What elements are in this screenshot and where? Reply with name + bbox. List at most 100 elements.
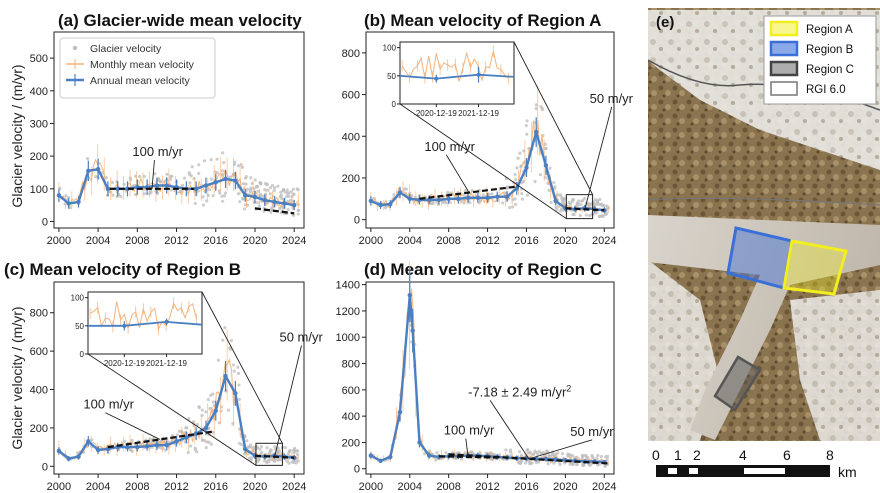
scatter-point [265,446,269,450]
map-legend: Region A Region B Region C RGI 6.0 [763,15,877,105]
scatter-point [513,197,517,201]
scatter-point [244,182,248,186]
inset-y-label: 0 [392,100,397,109]
scatter-point [505,185,509,189]
y-axis-label-top: Glacier velocity / (m/yr) [9,64,25,207]
scatter-point [543,142,547,146]
scatter-point [236,365,240,369]
annotation-leader [274,345,302,457]
annotation-label: 100 m/yr [132,144,183,159]
annual-mean-point [378,458,383,464]
scatter-point [578,202,582,207]
annotation-label: 50 m/yr [279,330,323,345]
monthly-mean-line [370,120,609,212]
scatter-point [292,448,296,452]
scatter-point [516,156,520,160]
scale-tick-8: 8 [826,447,834,463]
y-axis-label-bottom: Glacier velocity / (m/yr) [9,306,25,449]
scatter-point [165,172,169,176]
scatter-point [249,186,253,190]
scatter-point [209,158,213,162]
x-tick-label: 2008 [125,481,149,493]
scale-tick-6: 6 [783,447,791,463]
annotation-label: -7.18 ± 2.49 m/yr2 [468,383,571,399]
annual-mean-point [446,196,451,202]
y-tick-label: 400 [30,86,48,98]
scatter-point [110,180,115,184]
scatter-point [547,188,551,192]
scatter-point [517,450,522,454]
scatter-point [130,438,134,443]
y-tick-label: 400 [342,411,360,423]
scatter-point [581,198,585,203]
scatter-point [287,450,292,454]
scatter-point [294,458,298,463]
scatter-point [170,174,174,178]
scatter-point [580,454,585,458]
scatter-point [224,191,228,195]
legend-scatter-marker [72,45,78,51]
zoom-box [255,442,283,466]
scatter-point [229,338,233,343]
scatter-point [221,338,225,342]
scatter-point [409,340,413,344]
scatter-point [122,182,126,186]
scatter-point [190,165,194,169]
y-tick-label: 400 [342,131,360,143]
scatter-point [513,172,517,177]
scatter-point [217,421,221,425]
inset-x-label: 2021-12-19 [146,359,187,368]
annotation-leader [489,400,530,460]
annual-mean-point [388,201,393,207]
scatter-point [241,182,246,186]
scatter-point [215,171,220,175]
annotation-label: 50 m/yr [590,91,634,106]
scatter-point [258,447,262,452]
annotation-leader [465,438,469,457]
annual-mean-point [407,196,412,202]
x-tick-label: 2008 [125,235,149,247]
scatter-point [257,204,261,208]
scatter-point [94,175,98,179]
scatter-point [441,200,445,204]
scatter-point [596,453,600,458]
annual-mean-point [203,183,209,188]
annual-mean-point [378,202,383,208]
scatter-point [383,206,388,210]
scatter-point [209,442,214,446]
annual-mean-point [164,183,169,188]
scatter-point [514,202,518,207]
scatter-point [263,188,267,192]
scatter-point [202,159,207,163]
annual-mean-point [465,195,471,200]
scatter-point [200,408,204,412]
annual-mean-point [174,439,179,444]
scatter-point [159,179,163,183]
panel-region-b: (c) Mean velocity of Region B 2000 2004 20… [4,260,324,493]
annotation-label: 100 m/yr [444,423,495,438]
scale-tick-0: 0 [652,447,660,463]
scatter-point [273,445,277,449]
scatter-point [149,190,153,195]
x-tick-label: 2000 [359,481,383,493]
x-tick-label: 2012 [164,235,188,247]
scatter-point [575,462,579,467]
scatter-point [153,172,157,176]
x-tick-label: 2012 [475,481,499,493]
inset-x-label: 2021-12-19 [458,109,499,118]
scatter-point [279,190,283,194]
inset-annual-point [434,76,439,81]
annual-mean-point [533,129,539,135]
annual-mean-point [193,186,199,191]
scatter-point [138,174,142,179]
x-tick-label: 2024 [282,481,306,493]
scatter-point [566,452,570,456]
scatter-point [296,459,300,463]
scatter-point [586,203,590,207]
scatter-point [243,176,248,180]
x-tick-label: 2004 [398,481,422,493]
annual-mean-point [553,198,558,204]
scatter-point [285,188,289,192]
scatter-point [255,201,260,205]
scatter-point [232,369,236,373]
